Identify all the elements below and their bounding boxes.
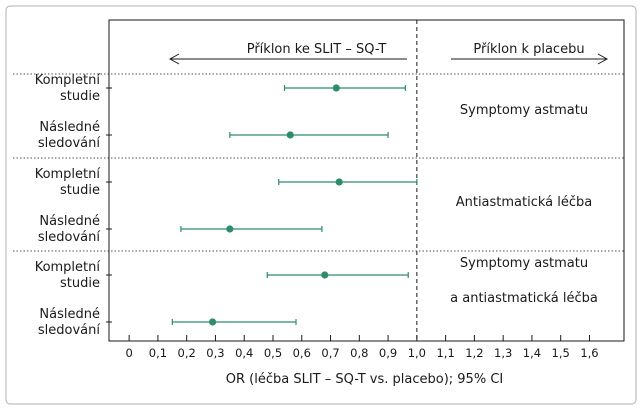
x-tick-label: 0,8 bbox=[350, 346, 368, 360]
row-label: sledování bbox=[38, 136, 100, 151]
row-label: sledování bbox=[38, 230, 100, 245]
x-axis-label: OR (léčba SLIT – SQ-T vs. placebo); 95% … bbox=[226, 372, 503, 387]
x-tick-label: 0,1 bbox=[149, 346, 167, 360]
or-point bbox=[208, 318, 217, 326]
group-label: Symptomy astmatu bbox=[460, 103, 588, 118]
plot-frame bbox=[108, 19, 625, 342]
x-tick-label: 0,4 bbox=[235, 346, 253, 360]
arrow-right-head bbox=[597, 53, 609, 65]
header-right-label: Příklon k placebu bbox=[473, 42, 584, 57]
or-point bbox=[335, 178, 343, 186]
x-tick-label: 1,0 bbox=[408, 346, 426, 360]
x-tick-label: 0,2 bbox=[178, 346, 196, 360]
header-left-label: Příklon ke SLIT – SQ-T bbox=[247, 42, 387, 57]
group-label: Symptomy astmatu bbox=[460, 256, 588, 271]
x-tick-label: 1,1 bbox=[436, 346, 454, 360]
row-label: studie bbox=[60, 276, 100, 291]
x-tick-label: 0,5 bbox=[264, 346, 282, 360]
x-tick-label: 1,4 bbox=[523, 346, 541, 360]
group-label: Antiastmatická léčba bbox=[456, 195, 593, 210]
row-label: Kompletní bbox=[35, 260, 101, 275]
row-label: Následné bbox=[39, 214, 100, 229]
x-tick-label: 1,5 bbox=[552, 346, 570, 360]
x-tick-label: 0 bbox=[125, 346, 132, 360]
or-point bbox=[332, 84, 340, 92]
x-tick-label: 1,6 bbox=[580, 346, 598, 360]
row-label: Kompletní bbox=[35, 167, 101, 182]
row-label: studie bbox=[60, 183, 100, 198]
or-point bbox=[321, 271, 329, 279]
outer-frame bbox=[5, 5, 637, 405]
x-tick-label: 0,9 bbox=[379, 346, 397, 360]
row-label: Kompletní bbox=[35, 73, 101, 88]
x-tick-label: 0,3 bbox=[206, 346, 224, 360]
row-label: studie bbox=[60, 89, 100, 104]
x-tick-label: 0,6 bbox=[293, 346, 311, 360]
group-label: a antiastmatická léčba bbox=[450, 291, 598, 306]
arrow-left-head bbox=[168, 53, 180, 65]
or-point bbox=[286, 131, 294, 139]
or-point bbox=[226, 225, 234, 233]
row-label: Následné bbox=[39, 120, 100, 135]
x-tick-label: 1,3 bbox=[494, 346, 512, 360]
row-label: Následné bbox=[39, 307, 100, 322]
x-tick-label: 1,2 bbox=[465, 346, 483, 360]
row-label: sledování bbox=[38, 323, 100, 338]
x-tick-label: 0,7 bbox=[321, 346, 339, 360]
